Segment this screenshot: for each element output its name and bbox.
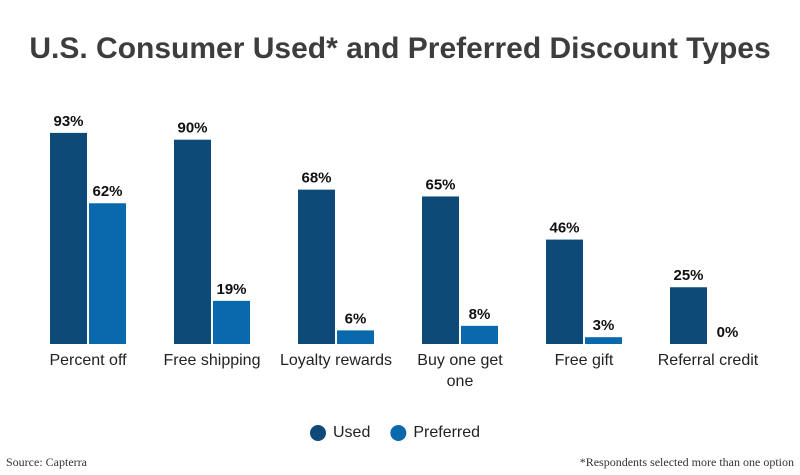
value-label: 25% <box>673 267 703 284</box>
value-label: 62% <box>92 183 122 200</box>
bar <box>298 189 335 344</box>
x-tick-label: Percent off <box>49 352 127 369</box>
bar <box>213 300 250 344</box>
bar <box>585 337 622 344</box>
footnote: *Respondents selected more than one opti… <box>580 455 794 469</box>
value-label: 0% <box>717 324 739 341</box>
bar <box>50 132 87 344</box>
x-tick-label: Referral credit <box>658 352 759 369</box>
bar <box>89 203 126 344</box>
value-label: 65% <box>425 176 455 193</box>
source: Source: Capterra <box>6 455 88 469</box>
x-tick-label: Free gift <box>555 352 614 369</box>
value-label: 3% <box>593 317 615 334</box>
bar <box>422 196 459 344</box>
legend-label: Used <box>333 424 370 441</box>
value-label: 8% <box>469 306 491 323</box>
x-tick-label: Free shipping <box>164 352 261 369</box>
value-label: 68% <box>301 170 331 187</box>
value-label: 19% <box>216 281 246 298</box>
x-tick-label: Loyalty rewards <box>280 352 392 369</box>
value-label: 93% <box>53 113 83 130</box>
x-tick-label: Buy one get one <box>417 352 503 390</box>
chart-title: U.S. Consumer Used* and Preferred Discou… <box>29 32 770 65</box>
value-label: 6% <box>345 310 367 327</box>
legend-label: Preferred <box>413 424 480 441</box>
bar <box>337 330 374 344</box>
bar <box>546 239 583 344</box>
legend-marker <box>390 425 407 441</box>
bar <box>174 139 211 344</box>
value-label: 46% <box>549 220 579 237</box>
legend-marker <box>310 425 326 441</box>
bar <box>461 325 498 344</box>
bar <box>670 287 707 344</box>
value-label: 90% <box>177 120 207 137</box>
